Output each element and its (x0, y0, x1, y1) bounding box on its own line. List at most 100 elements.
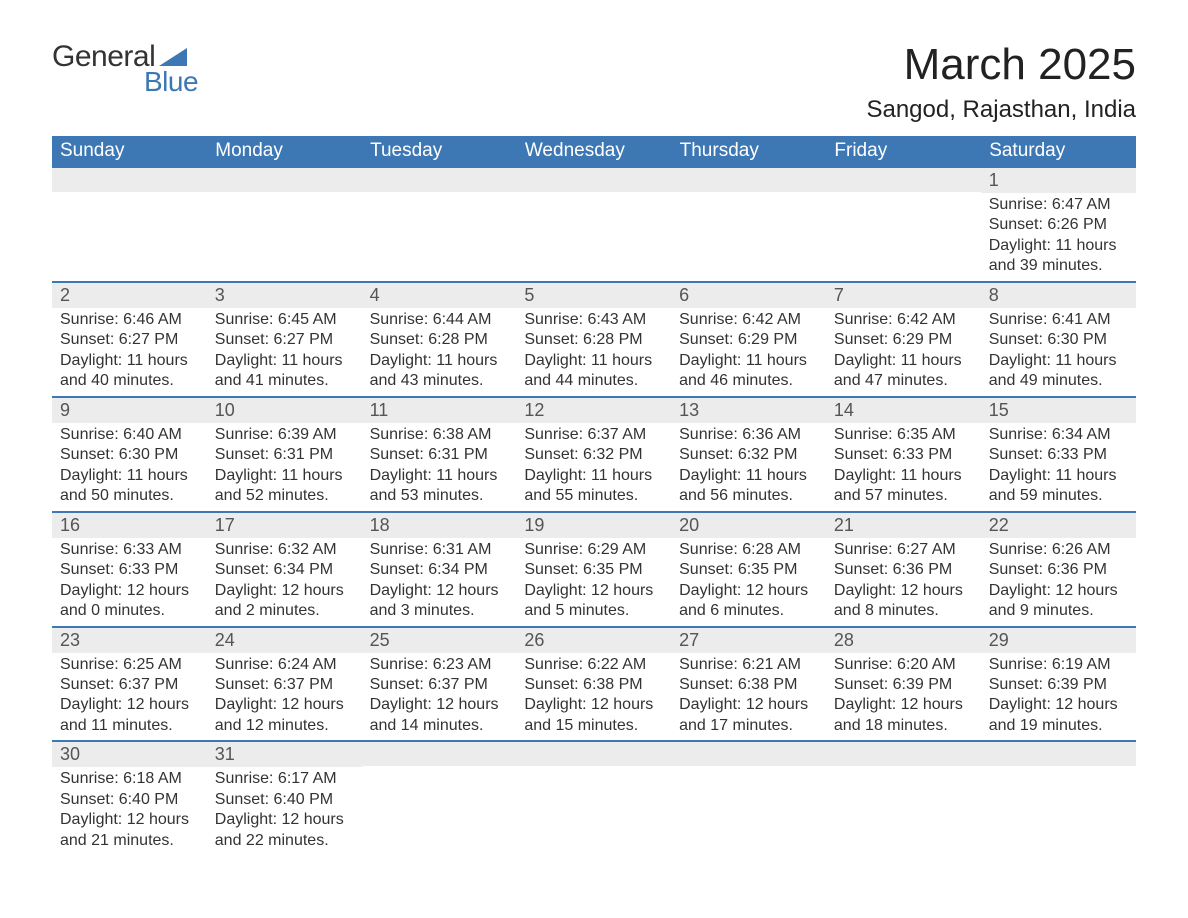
day-sunrise: Sunrise: 6:25 AM (60, 655, 199, 675)
day-header: Sunday (52, 136, 207, 167)
day-number: 28 (826, 628, 981, 653)
day-daylight2: and 40 minutes. (60, 371, 199, 391)
day-number: 3 (207, 283, 362, 308)
calendar-cell: 13Sunrise: 6:36 AMSunset: 6:32 PMDayligh… (671, 397, 826, 512)
page-title: March 2025 (866, 40, 1136, 90)
day-daylight2: and 55 minutes. (524, 486, 663, 506)
day-details: Sunrise: 6:41 AMSunset: 6:30 PMDaylight:… (981, 308, 1136, 396)
day-sunrise: Sunrise: 6:36 AM (679, 425, 818, 445)
day-number-bar (671, 168, 826, 192)
day-daylight1: Daylight: 12 hours (60, 581, 199, 601)
calendar-cell: 16Sunrise: 6:33 AMSunset: 6:33 PMDayligh… (52, 512, 207, 627)
calendar-cell: 25Sunrise: 6:23 AMSunset: 6:37 PMDayligh… (362, 627, 517, 742)
day-number-bar (362, 742, 517, 766)
day-sunrise: Sunrise: 6:32 AM (215, 540, 354, 560)
day-sunrise: Sunrise: 6:26 AM (989, 540, 1128, 560)
day-sunset: Sunset: 6:27 PM (215, 330, 354, 350)
day-sunrise: Sunrise: 6:24 AM (215, 655, 354, 675)
day-daylight2: and 14 minutes. (370, 716, 509, 736)
day-sunset: Sunset: 6:28 PM (370, 330, 509, 350)
calendar-cell: 12Sunrise: 6:37 AMSunset: 6:32 PMDayligh… (516, 397, 671, 512)
day-number: 6 (671, 283, 826, 308)
calendar-cell: 29Sunrise: 6:19 AMSunset: 6:39 PMDayligh… (981, 627, 1136, 742)
day-daylight1: Daylight: 11 hours (60, 466, 199, 486)
calendar-cell (362, 741, 517, 855)
day-details: Sunrise: 6:17 AMSunset: 6:40 PMDaylight:… (207, 767, 362, 855)
day-details: Sunrise: 6:35 AMSunset: 6:33 PMDaylight:… (826, 423, 981, 511)
day-daylight2: and 18 minutes. (834, 716, 973, 736)
title-block: March 2025 Sangod, Rajasthan, India (866, 40, 1136, 124)
day-daylight1: Daylight: 11 hours (679, 351, 818, 371)
day-daylight1: Daylight: 12 hours (524, 581, 663, 601)
day-daylight1: Daylight: 12 hours (679, 581, 818, 601)
day-sunrise: Sunrise: 6:34 AM (989, 425, 1128, 445)
day-sunset: Sunset: 6:39 PM (834, 675, 973, 695)
page-subtitle: Sangod, Rajasthan, India (866, 96, 1136, 124)
day-sunrise: Sunrise: 6:20 AM (834, 655, 973, 675)
day-sunset: Sunset: 6:33 PM (834, 445, 973, 465)
calendar-cell: 10Sunrise: 6:39 AMSunset: 6:31 PMDayligh… (207, 397, 362, 512)
day-daylight1: Daylight: 12 hours (215, 810, 354, 830)
calendar-cell: 19Sunrise: 6:29 AMSunset: 6:35 PMDayligh… (516, 512, 671, 627)
day-number: 8 (981, 283, 1136, 308)
day-daylight1: Daylight: 12 hours (989, 581, 1128, 601)
day-daylight1: Daylight: 11 hours (370, 351, 509, 371)
calendar-cell (362, 167, 517, 282)
day-sunrise: Sunrise: 6:46 AM (60, 310, 199, 330)
day-daylight2: and 11 minutes. (60, 716, 199, 736)
day-details: Sunrise: 6:28 AMSunset: 6:35 PMDaylight:… (671, 538, 826, 626)
day-details: Sunrise: 6:27 AMSunset: 6:36 PMDaylight:… (826, 538, 981, 626)
day-daylight2: and 5 minutes. (524, 601, 663, 621)
day-daylight1: Daylight: 11 hours (989, 351, 1128, 371)
day-daylight1: Daylight: 12 hours (524, 695, 663, 715)
day-daylight1: Daylight: 12 hours (370, 581, 509, 601)
day-sunset: Sunset: 6:33 PM (60, 560, 199, 580)
day-daylight2: and 22 minutes. (215, 831, 354, 851)
day-details: Sunrise: 6:32 AMSunset: 6:34 PMDaylight:… (207, 538, 362, 626)
day-daylight1: Daylight: 11 hours (679, 466, 818, 486)
day-sunrise: Sunrise: 6:44 AM (370, 310, 509, 330)
calendar-cell: 6Sunrise: 6:42 AMSunset: 6:29 PMDaylight… (671, 282, 826, 397)
day-number: 29 (981, 628, 1136, 653)
calendar-week-row: 30Sunrise: 6:18 AMSunset: 6:40 PMDayligh… (52, 741, 1136, 855)
brand-line2: Blue (144, 66, 198, 98)
day-sunrise: Sunrise: 6:19 AM (989, 655, 1128, 675)
calendar-week-row: 16Sunrise: 6:33 AMSunset: 6:33 PMDayligh… (52, 512, 1136, 627)
day-sunrise: Sunrise: 6:29 AM (524, 540, 663, 560)
calendar-cell: 5Sunrise: 6:43 AMSunset: 6:28 PMDaylight… (516, 282, 671, 397)
day-number-bar (826, 168, 981, 192)
day-daylight1: Daylight: 12 hours (370, 695, 509, 715)
day-daylight1: Daylight: 12 hours (989, 695, 1128, 715)
day-daylight1: Daylight: 11 hours (834, 351, 973, 371)
brand-line1: General (52, 40, 155, 74)
calendar-cell (516, 741, 671, 855)
day-details: Sunrise: 6:37 AMSunset: 6:32 PMDaylight:… (516, 423, 671, 511)
day-number: 10 (207, 398, 362, 423)
day-header: Thursday (671, 136, 826, 167)
calendar-table: Sunday Monday Tuesday Wednesday Thursday… (52, 136, 1136, 855)
day-number: 19 (516, 513, 671, 538)
day-daylight2: and 8 minutes. (834, 601, 973, 621)
calendar-cell: 21Sunrise: 6:27 AMSunset: 6:36 PMDayligh… (826, 512, 981, 627)
day-daylight2: and 50 minutes. (60, 486, 199, 506)
day-number: 5 (516, 283, 671, 308)
calendar-cell (826, 167, 981, 282)
day-daylight1: Daylight: 11 hours (215, 466, 354, 486)
day-details: Sunrise: 6:21 AMSunset: 6:38 PMDaylight:… (671, 653, 826, 741)
day-sunrise: Sunrise: 6:28 AM (679, 540, 818, 560)
day-number: 23 (52, 628, 207, 653)
day-sunset: Sunset: 6:31 PM (370, 445, 509, 465)
day-number: 30 (52, 742, 207, 767)
day-details: Sunrise: 6:29 AMSunset: 6:35 PMDaylight:… (516, 538, 671, 626)
calendar-cell: 27Sunrise: 6:21 AMSunset: 6:38 PMDayligh… (671, 627, 826, 742)
day-sunset: Sunset: 6:30 PM (989, 330, 1128, 350)
day-sunrise: Sunrise: 6:18 AM (60, 769, 199, 789)
day-sunset: Sunset: 6:39 PM (989, 675, 1128, 695)
day-daylight2: and 0 minutes. (60, 601, 199, 621)
day-sunrise: Sunrise: 6:21 AM (679, 655, 818, 675)
day-daylight2: and 39 minutes. (989, 256, 1128, 276)
day-sunrise: Sunrise: 6:22 AM (524, 655, 663, 675)
day-sunrise: Sunrise: 6:42 AM (679, 310, 818, 330)
day-sunrise: Sunrise: 6:40 AM (60, 425, 199, 445)
day-daylight2: and 47 minutes. (834, 371, 973, 391)
